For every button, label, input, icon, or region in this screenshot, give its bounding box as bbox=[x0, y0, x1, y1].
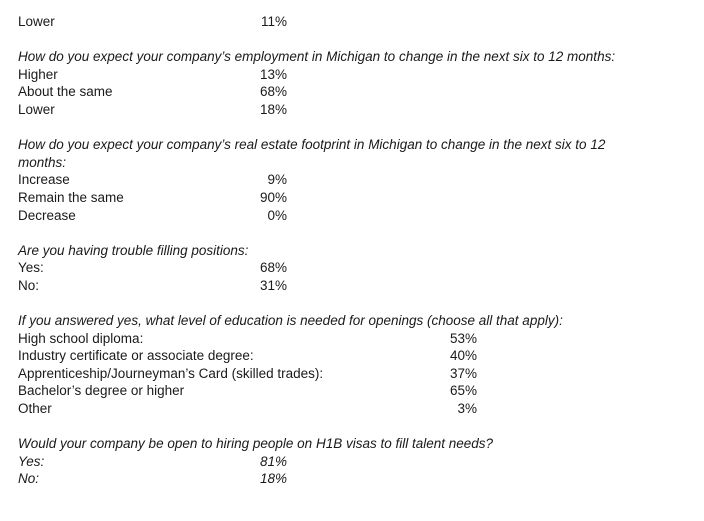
answer-value: 3% bbox=[457, 401, 477, 417]
question: How do you expect your company’s real es… bbox=[18, 137, 606, 170]
answer-label: Industry certificate or associate degree… bbox=[18, 348, 254, 364]
survey-section: How do you expect your company’s real es… bbox=[18, 136, 698, 224]
answer-label: No: bbox=[18, 277, 40, 293]
answer-value: 0% bbox=[267, 207, 287, 223]
answer-label: Bachelor’s degree or higher bbox=[18, 383, 185, 399]
answer-value: 31% bbox=[259, 277, 287, 293]
answer-value: 65% bbox=[449, 383, 477, 399]
answer-label: Remain the same bbox=[18, 189, 124, 205]
answer-label: Increase bbox=[18, 172, 70, 188]
answer-value: 9% bbox=[267, 172, 287, 188]
answer-value: 37% bbox=[449, 365, 477, 381]
answer-value: 13% bbox=[259, 66, 287, 82]
answer-row: Increase 9% bbox=[18, 171, 698, 189]
answer-label: About the same bbox=[18, 84, 113, 100]
question: If you answered yes, what level of educa… bbox=[18, 313, 563, 329]
answer-row: Apprenticeship/Journeyman’s Card (skille… bbox=[18, 365, 698, 383]
answer-row: Yes: 81% bbox=[18, 453, 698, 471]
survey-section: Are you having trouble filling positions… bbox=[18, 242, 698, 295]
answer-value: 18% bbox=[259, 101, 287, 117]
answer-value: 53% bbox=[449, 330, 477, 346]
question: How do you expect your company’s employm… bbox=[18, 49, 616, 65]
answer-label: Yes: bbox=[18, 260, 44, 276]
answer-label: Lower bbox=[18, 14, 55, 29]
answer-value: 81% bbox=[259, 453, 287, 469]
survey-section: Would your company be open to hiring peo… bbox=[18, 435, 698, 488]
answer-row: High school diploma: 53% bbox=[18, 330, 698, 348]
answer-row: Remain the same 90% bbox=[18, 189, 698, 207]
answer-row: Higher 13% bbox=[18, 66, 698, 84]
answer-value: 68% bbox=[259, 84, 287, 100]
answer-value: 68% bbox=[259, 260, 287, 276]
answer-label: Other bbox=[18, 401, 52, 417]
answer-row: Industry certificate or associate degree… bbox=[18, 347, 698, 365]
answer-row: Other 3% bbox=[18, 400, 698, 418]
survey-section: How do you expect your company’s employm… bbox=[18, 48, 698, 118]
answer-row: No: 18% bbox=[18, 470, 698, 488]
answer-label: Yes: bbox=[18, 453, 45, 469]
answer-label: Higher bbox=[18, 66, 58, 82]
document: Lower 11% How do you expect your company… bbox=[18, 13, 698, 488]
answer-row: No: 31% bbox=[18, 277, 698, 295]
answer-label: Lower bbox=[18, 101, 55, 117]
question: Are you having trouble filling positions… bbox=[18, 242, 249, 258]
answer-row: Yes: 68% bbox=[18, 259, 698, 277]
question: Would your company be open to hiring peo… bbox=[18, 436, 494, 452]
answer-value: 18% bbox=[259, 471, 287, 487]
answer-label: Apprenticeship/Journeyman’s Card (skille… bbox=[18, 365, 324, 381]
answer-value: 40% bbox=[449, 348, 477, 364]
answer-label: Decrease bbox=[18, 207, 76, 223]
answer-label: No: bbox=[18, 471, 40, 487]
answer-row: About the same 68% bbox=[18, 83, 698, 101]
answer-row: Decrease 0% bbox=[18, 207, 698, 225]
answer-value: 90% bbox=[259, 189, 287, 205]
survey-section: If you answered yes, what level of educa… bbox=[18, 312, 698, 418]
answer-label: High school diploma: bbox=[18, 330, 144, 346]
answer-row: Lower 18% bbox=[18, 101, 698, 119]
answer-row: Lower 11% bbox=[18, 13, 698, 31]
answer-value: 11% bbox=[260, 14, 287, 29]
answer-row: Bachelor’s degree or higher 65% bbox=[18, 382, 698, 400]
